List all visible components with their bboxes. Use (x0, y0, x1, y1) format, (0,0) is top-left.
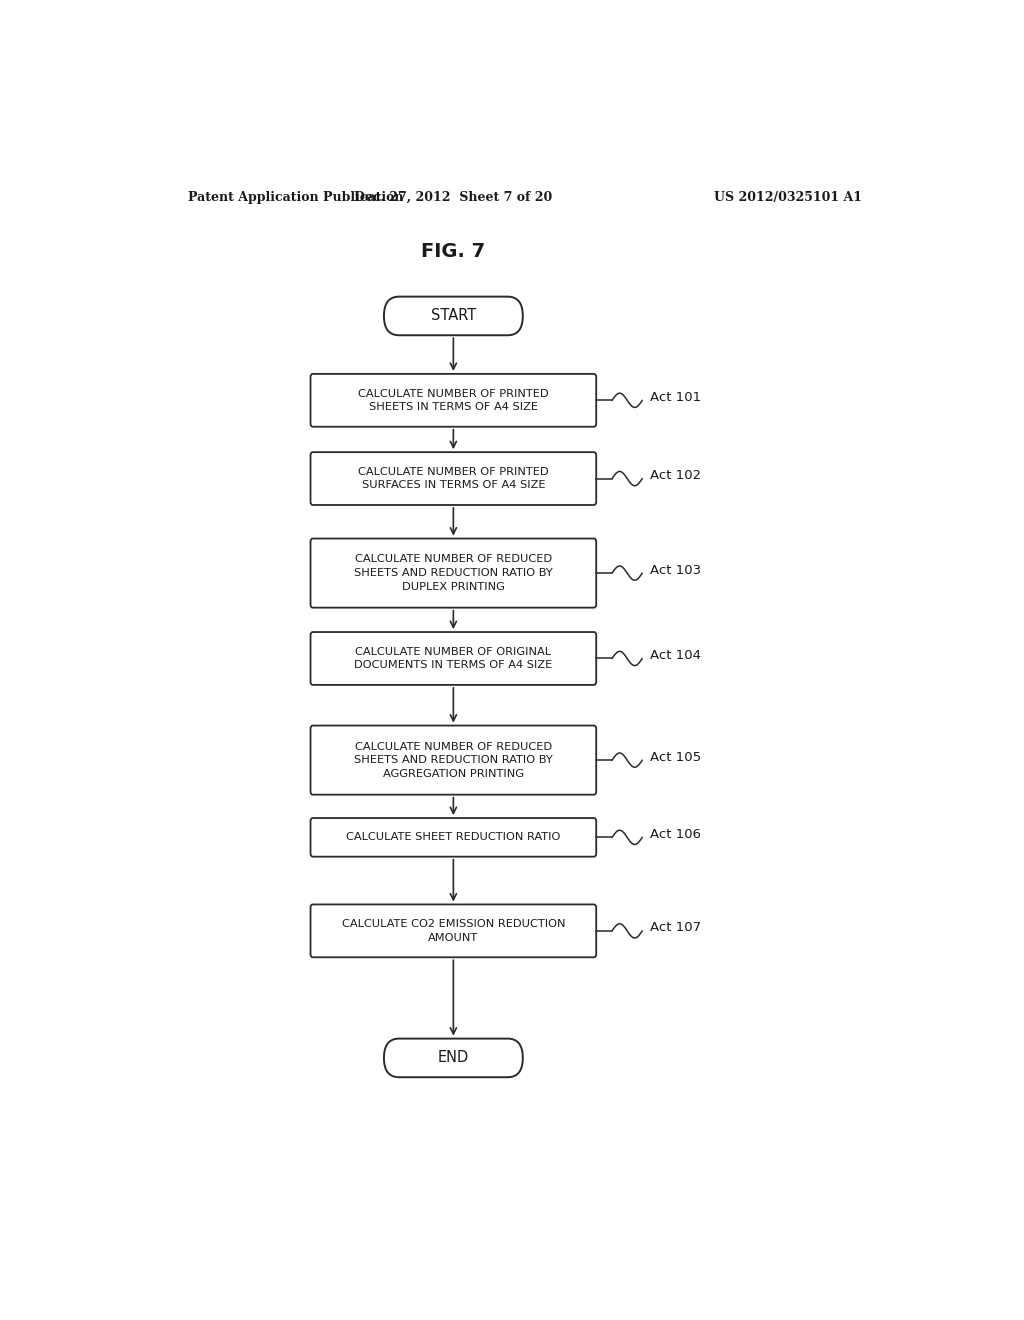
FancyBboxPatch shape (310, 539, 596, 607)
Text: CALCULATE SHEET REDUCTION RATIO: CALCULATE SHEET REDUCTION RATIO (346, 833, 560, 842)
Text: Patent Application Publication: Patent Application Publication (187, 190, 403, 203)
Text: Act 102: Act 102 (650, 469, 701, 482)
FancyBboxPatch shape (384, 1039, 523, 1077)
FancyBboxPatch shape (310, 453, 596, 506)
Text: FIG. 7: FIG. 7 (421, 243, 485, 261)
Text: Act 101: Act 101 (650, 391, 701, 404)
Text: Act 107: Act 107 (650, 921, 701, 935)
Text: CALCULATE CO2 EMISSION REDUCTION
AMOUNT: CALCULATE CO2 EMISSION REDUCTION AMOUNT (342, 919, 565, 942)
Text: Dec. 27, 2012  Sheet 7 of 20: Dec. 27, 2012 Sheet 7 of 20 (354, 190, 553, 203)
Text: Act 106: Act 106 (650, 828, 701, 841)
FancyBboxPatch shape (310, 726, 596, 795)
Text: CALCULATE NUMBER OF REDUCED
SHEETS AND REDUCTION RATIO BY
DUPLEX PRINTING: CALCULATE NUMBER OF REDUCED SHEETS AND R… (354, 554, 553, 591)
Text: US 2012/0325101 A1: US 2012/0325101 A1 (714, 190, 862, 203)
Text: END: END (437, 1051, 469, 1065)
Text: CALCULATE NUMBER OF PRINTED
SHEETS IN TERMS OF A4 SIZE: CALCULATE NUMBER OF PRINTED SHEETS IN TE… (358, 388, 549, 412)
Text: Act 105: Act 105 (650, 751, 701, 763)
FancyBboxPatch shape (310, 818, 596, 857)
Text: START: START (431, 309, 476, 323)
Text: CALCULATE NUMBER OF PRINTED
SURFACES IN TERMS OF A4 SIZE: CALCULATE NUMBER OF PRINTED SURFACES IN … (358, 467, 549, 490)
FancyBboxPatch shape (310, 632, 596, 685)
Text: CALCULATE NUMBER OF ORIGINAL
DOCUMENTS IN TERMS OF A4 SIZE: CALCULATE NUMBER OF ORIGINAL DOCUMENTS I… (354, 647, 553, 671)
FancyBboxPatch shape (310, 374, 596, 426)
Text: CALCULATE NUMBER OF REDUCED
SHEETS AND REDUCTION RATIO BY
AGGREGATION PRINTING: CALCULATE NUMBER OF REDUCED SHEETS AND R… (354, 742, 553, 779)
Text: Act 104: Act 104 (650, 649, 701, 661)
Text: Act 103: Act 103 (650, 564, 701, 577)
FancyBboxPatch shape (384, 297, 523, 335)
FancyBboxPatch shape (310, 904, 596, 957)
